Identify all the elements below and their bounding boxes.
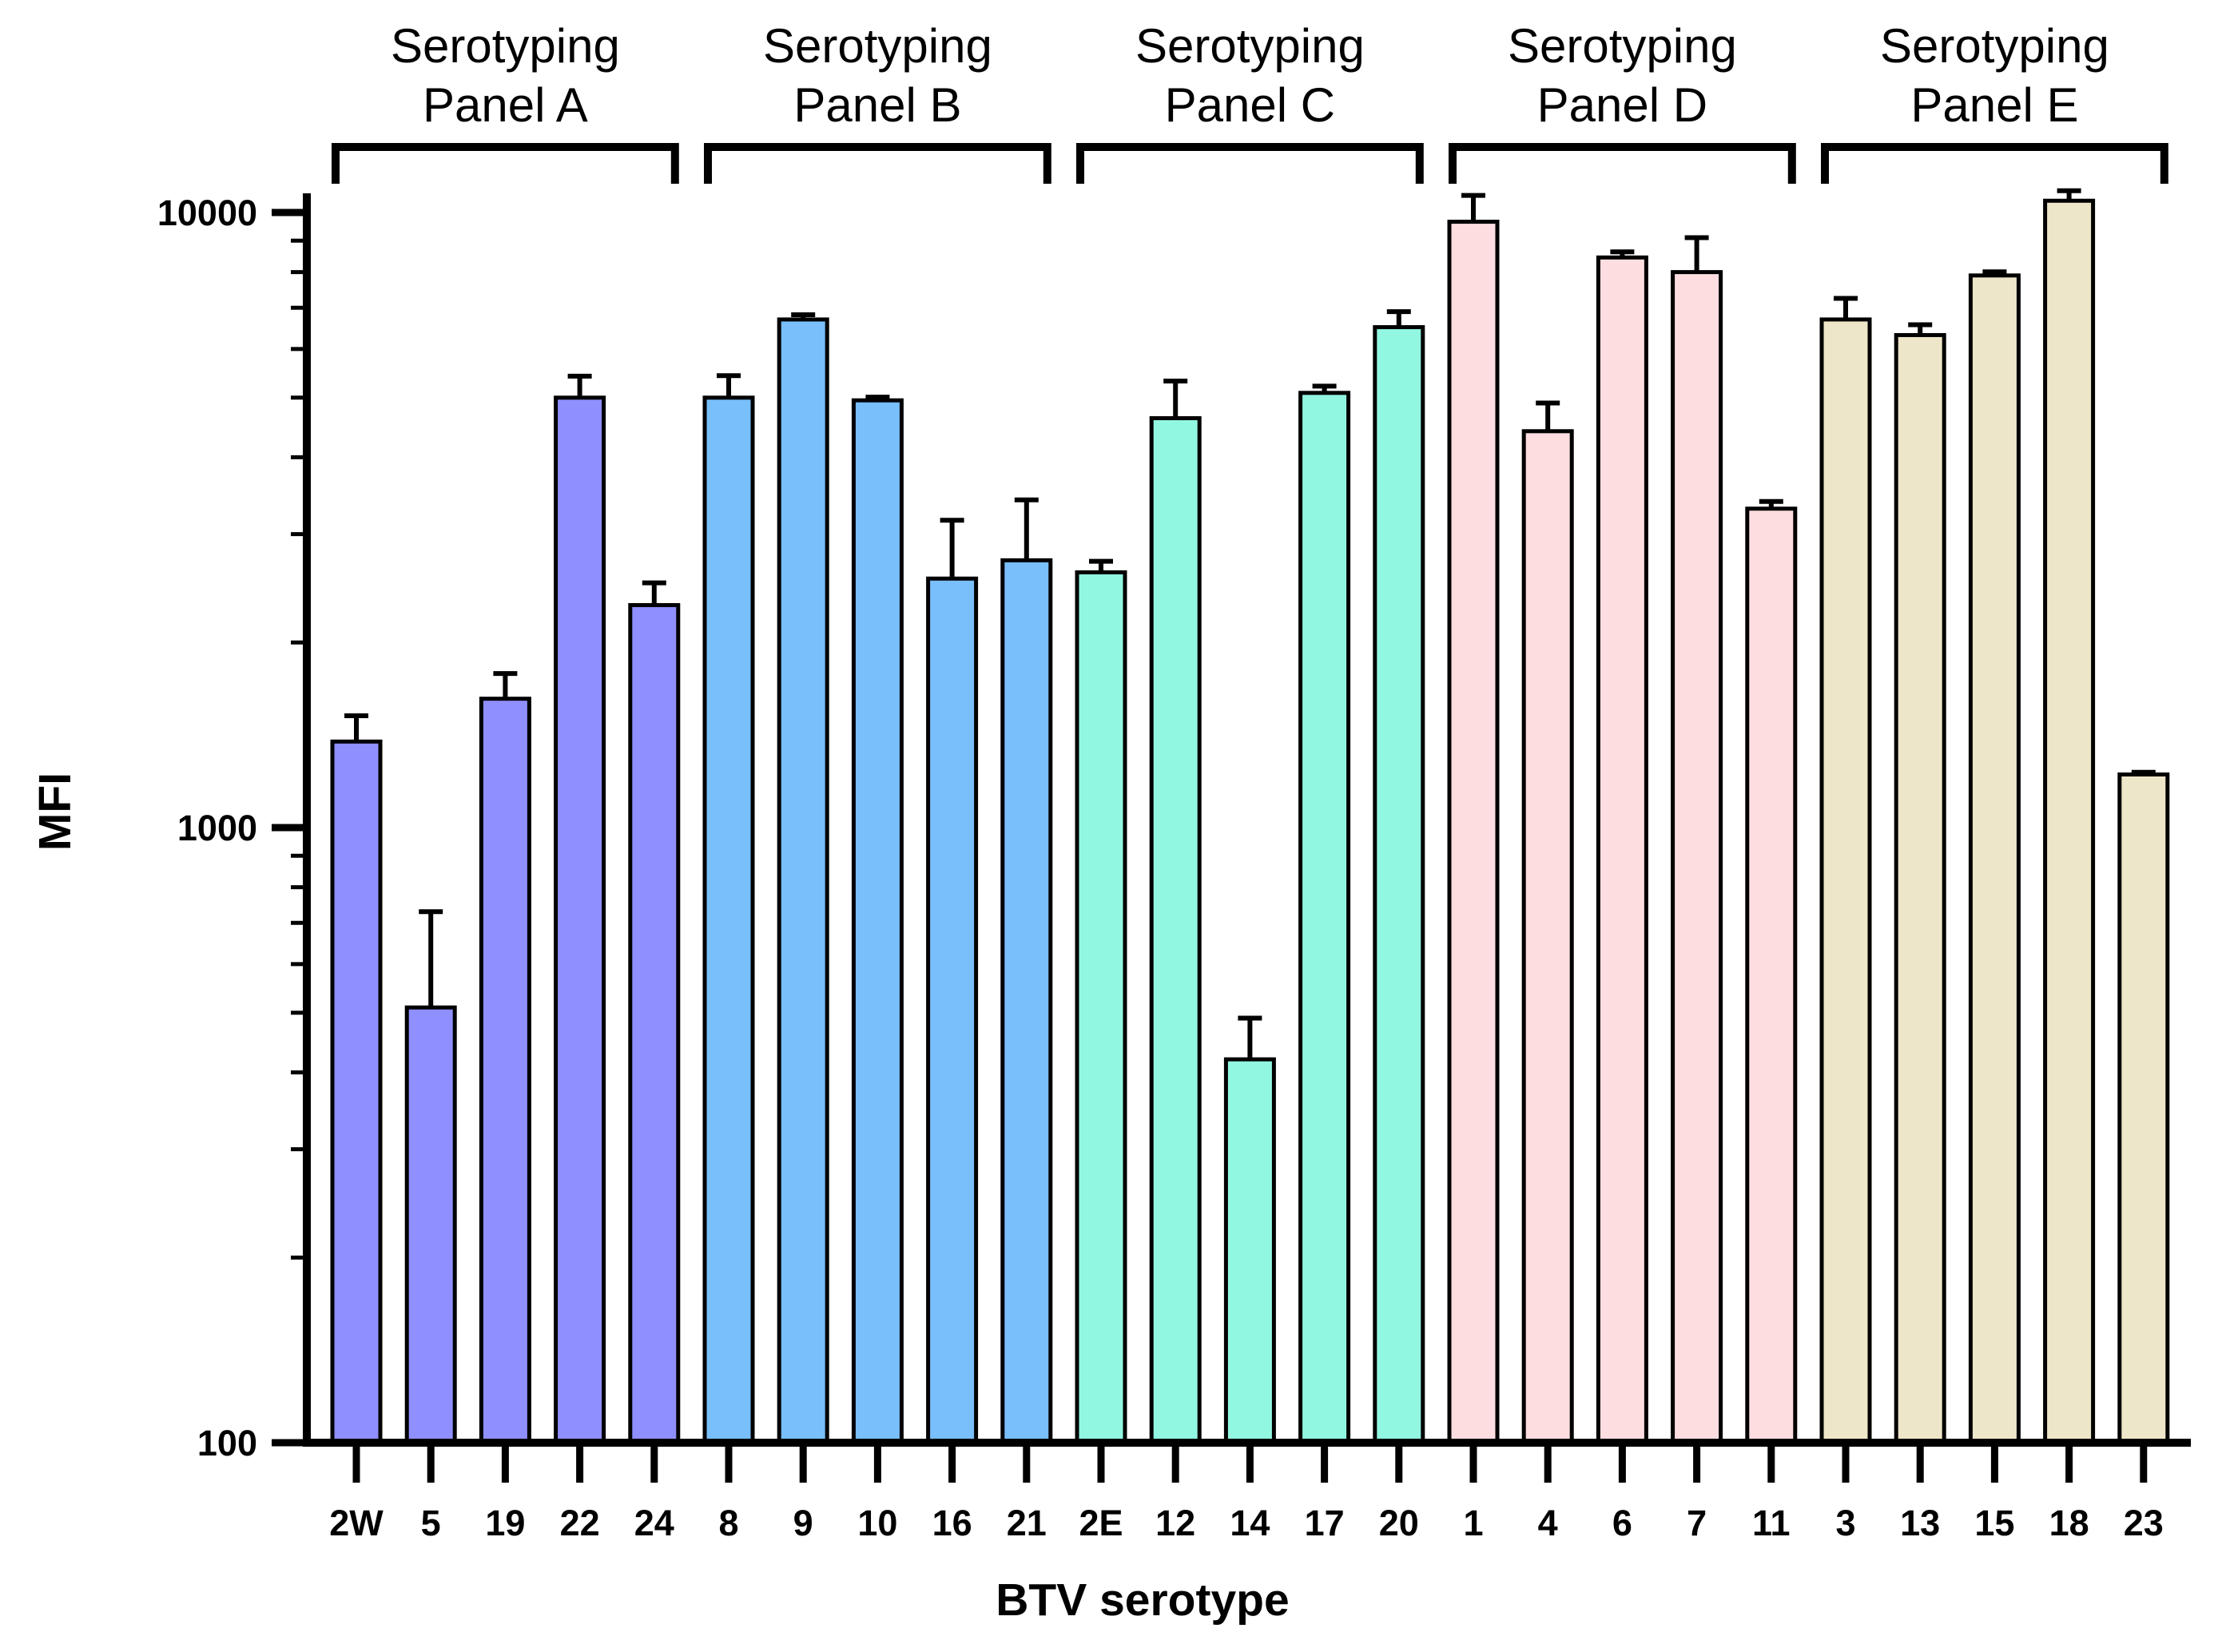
bar-16	[926, 576, 979, 1445]
x-tick-label: 12	[1155, 1503, 1195, 1543]
x-tick-label: 18	[2049, 1503, 2089, 1543]
bar-23	[2117, 772, 2170, 1445]
x-tick-label: 2E	[1079, 1503, 1123, 1543]
x-tick-label: 15	[1974, 1503, 2014, 1543]
bar-1	[1447, 220, 1500, 1445]
bars-layer	[330, 188, 2170, 1445]
panel-label-line1: Serotyping	[391, 19, 620, 73]
x-tick-label: 24	[634, 1503, 674, 1543]
x-tick-label: 4	[1538, 1503, 1558, 1543]
y-tick-label: 1000	[177, 808, 257, 848]
x-tick-label: 11	[1752, 1503, 1791, 1543]
bar-18	[2043, 198, 2096, 1445]
x-tick-label: 6	[1612, 1503, 1632, 1543]
x-tick-label: 20	[1379, 1503, 1419, 1543]
bar-14	[1223, 1057, 1276, 1445]
bar-2E	[1075, 570, 1127, 1445]
x-tick-label: 10	[857, 1503, 897, 1543]
x-tick-label: 14	[1230, 1503, 1270, 1543]
x-tick-label: 21	[1007, 1503, 1047, 1543]
y-axis-title: MFI	[30, 772, 81, 851]
bar-3	[1819, 317, 1872, 1445]
bar-20	[1373, 325, 1425, 1445]
x-tick-label: 23	[2124, 1503, 2164, 1543]
x-tick-label: 9	[793, 1503, 813, 1543]
bar-19	[479, 697, 531, 1445]
bar-12	[1149, 416, 1202, 1445]
x-tick-label: 22	[560, 1503, 600, 1543]
panel-bracket	[1076, 143, 1424, 184]
x-axis-title: BTV serotype	[996, 1575, 1289, 1626]
x-tick-label: 19	[485, 1503, 525, 1543]
bar-9	[777, 317, 829, 1445]
bar-24	[628, 602, 681, 1445]
y-tick-label: 10000	[157, 193, 257, 233]
y-tick-label: 100	[197, 1423, 257, 1463]
panel-label-line2: Panel A	[423, 78, 588, 132]
x-tick-label: 5	[421, 1503, 441, 1543]
bar-4	[1521, 429, 1574, 1445]
bar-22	[554, 395, 606, 1445]
x-tick-label: 16	[932, 1503, 972, 1543]
panel-label-line2: Panel D	[1537, 78, 1707, 132]
panel-label-line2: Panel B	[793, 78, 961, 132]
panel-label-line1: Serotyping	[1135, 19, 1365, 73]
panel-bracket	[332, 143, 679, 184]
bar-10	[851, 398, 904, 1445]
bar-17	[1298, 391, 1351, 1445]
bar-8	[702, 395, 755, 1445]
panel-bracket	[1821, 143, 2168, 184]
bar-13	[1894, 332, 1946, 1445]
x-tick-label: 2W	[329, 1503, 384, 1543]
panel-label-line1: Serotyping	[1508, 19, 1737, 73]
x-tick-label: 7	[1687, 1503, 1707, 1543]
bar-6	[1596, 255, 1648, 1445]
bar-7	[1671, 270, 1723, 1445]
panel-bracket	[1449, 143, 1796, 184]
x-tick-label: 3	[1835, 1503, 1855, 1543]
x-tick-label: 17	[1305, 1503, 1345, 1543]
bar-15	[1968, 273, 2021, 1445]
panel-label-line1: Serotyping	[763, 19, 992, 73]
bar-21	[1000, 558, 1053, 1445]
x-tick-label: 8	[718, 1503, 738, 1543]
bar-11	[1745, 506, 1798, 1445]
x-tick-label: 13	[1900, 1503, 1940, 1543]
panel-label-line2: Panel C	[1165, 78, 1335, 132]
panel-label-line1: Serotyping	[1880, 19, 2109, 73]
panel-bracket	[704, 143, 1051, 184]
panel-label-line2: Panel E	[1910, 78, 2078, 132]
bar-5	[404, 1005, 457, 1445]
bar-2W	[330, 739, 383, 1445]
x-tick-label: 1	[1463, 1503, 1483, 1543]
